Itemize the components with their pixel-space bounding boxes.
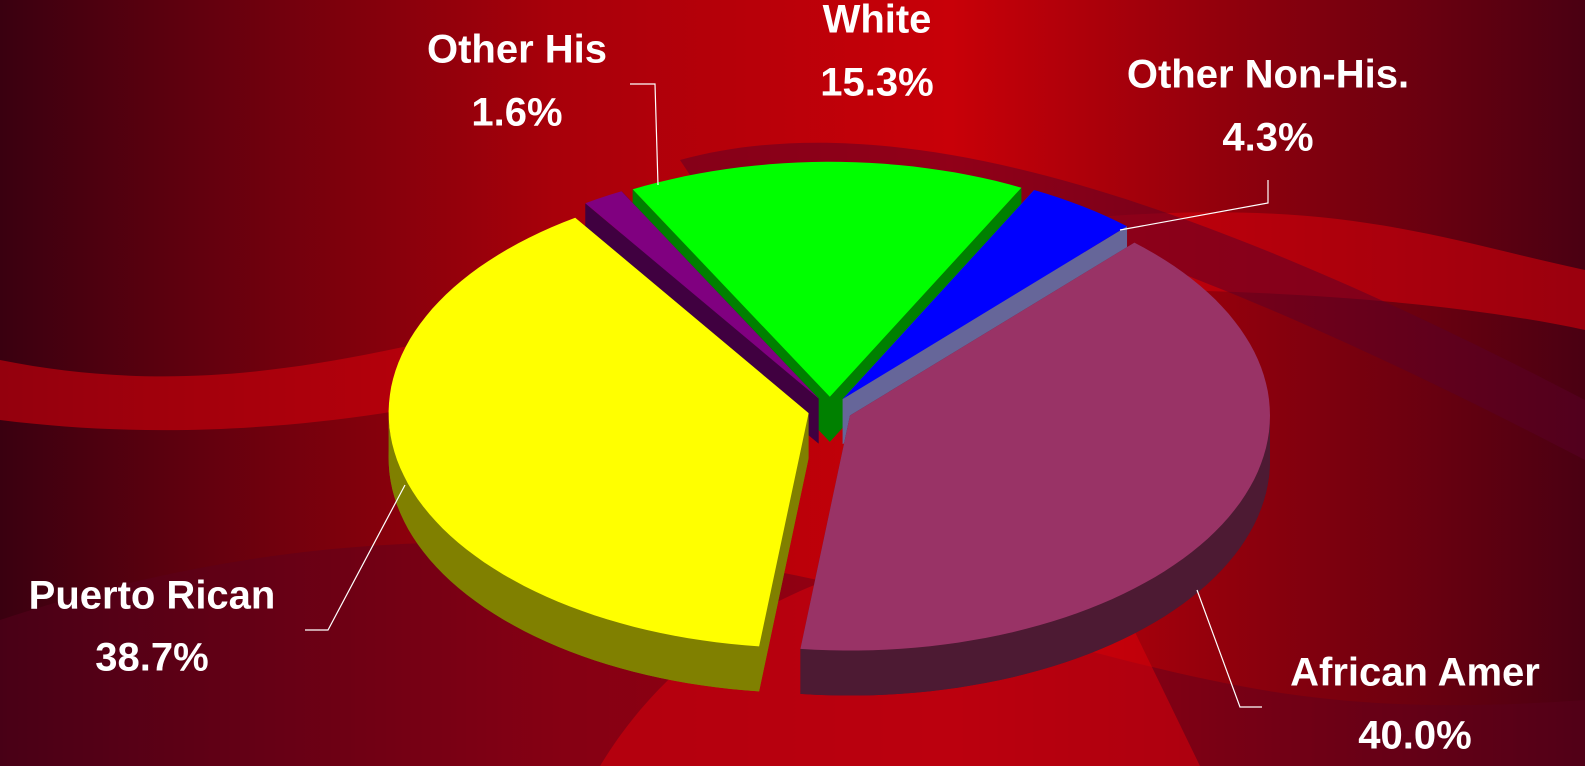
- slice-label: Other His: [427, 28, 607, 72]
- slice-value-label: 4.3%: [1222, 116, 1313, 160]
- slice-top: [842, 190, 1127, 400]
- pie-slice: [388, 217, 809, 692]
- slice-side: [800, 415, 1270, 696]
- labels: White 15.3% Other Non-His. 4.3% African Amer…: [29, 0, 1540, 758]
- leader-line: [305, 484, 406, 631]
- leader-line: [1196, 589, 1262, 708]
- slice-label: Puerto Rican: [29, 574, 276, 618]
- leader-line: [630, 83, 659, 186]
- slice-value-label: 38.7%: [95, 636, 208, 680]
- slice-top: [388, 217, 809, 647]
- slice-value-label: 15.3%: [820, 61, 933, 105]
- slice-value-label: 40.0%: [1358, 714, 1471, 758]
- slice-label: African Amer: [1290, 651, 1540, 695]
- slice-side: [388, 413, 760, 692]
- slice-top: [800, 242, 1270, 651]
- slice-top: [585, 191, 819, 399]
- leader-line: [1119, 180, 1269, 231]
- slice-value-label: 1.6%: [471, 91, 562, 135]
- slice-top: [632, 161, 1022, 397]
- pie: [388, 161, 1270, 696]
- pie-slice: [800, 242, 1270, 696]
- slice-label: White: [823, 0, 932, 42]
- slice-label: Other Non-His.: [1127, 53, 1409, 97]
